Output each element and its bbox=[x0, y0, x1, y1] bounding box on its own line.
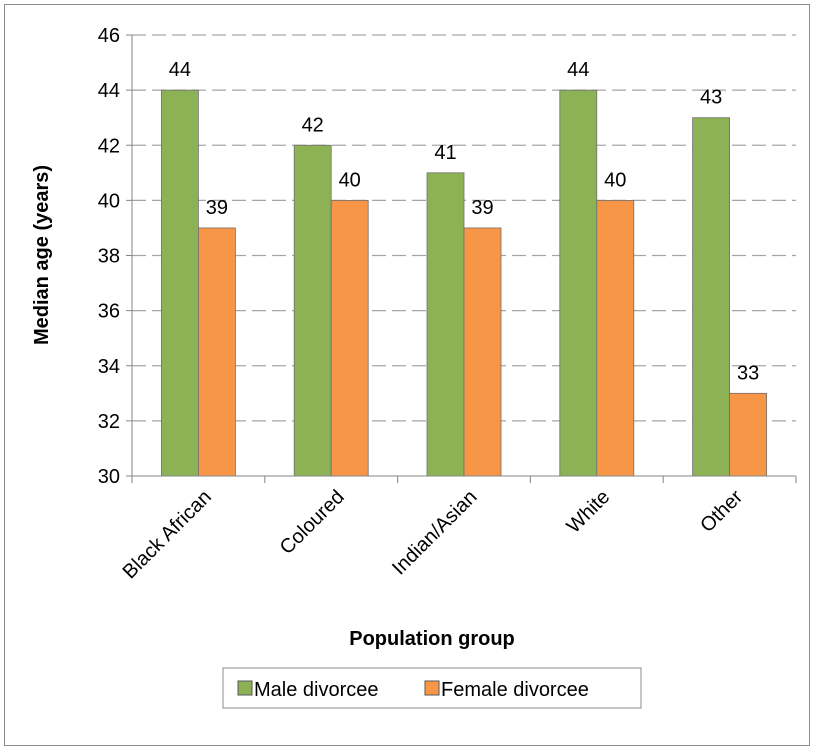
bar-male-divorcee-white bbox=[559, 89, 598, 477]
bar-male-divorcee-coloured bbox=[293, 144, 332, 477]
y-tick-label-40: 40 bbox=[98, 190, 120, 212]
data-label-male-divorcee-white: 44 bbox=[567, 59, 589, 81]
bar-female-divorcee-other bbox=[729, 392, 767, 477]
data-label-female-divorcee-other: 33 bbox=[737, 362, 759, 384]
data-label-male-divorcee-coloured: 42 bbox=[302, 114, 324, 136]
y-tick-label-46: 46 bbox=[98, 25, 120, 47]
data-labels: 44 39 42 40 41 39 44 40 43 33 bbox=[169, 59, 759, 384]
bar-male-divorcee-other bbox=[692, 117, 730, 477]
bars bbox=[160, 89, 767, 477]
legend-swatch-female-divorcee bbox=[424, 680, 440, 696]
x-tick-label-black-african: Black African bbox=[119, 486, 216, 583]
legend: Male divorcee Female divorcee bbox=[222, 667, 642, 709]
data-label-male-divorcee-indian-asian: 41 bbox=[434, 142, 456, 164]
legend-label-male-divorcee: Male divorcee bbox=[254, 679, 379, 701]
data-label-female-divorcee-black-african: 39 bbox=[206, 197, 228, 219]
x-tick-label-indian-asian: Indian/Asian bbox=[388, 486, 481, 579]
y-tick-label-38: 38 bbox=[98, 246, 120, 268]
x-tick-label-coloured: Coloured bbox=[276, 486, 349, 559]
data-label-female-divorcee-coloured: 40 bbox=[339, 169, 361, 191]
x-tick-label-white: White bbox=[563, 486, 615, 538]
bar-male-divorcee-indian-asian bbox=[426, 172, 465, 477]
y-tick-label-32: 32 bbox=[98, 411, 120, 433]
y-tick-label-30: 30 bbox=[98, 466, 120, 488]
data-label-female-divorcee-white: 40 bbox=[604, 169, 626, 191]
y-axis-title: Median age (years) bbox=[31, 165, 53, 345]
x-axis-title: Population group bbox=[349, 628, 515, 650]
bar-female-divorcee-indian-asian bbox=[463, 227, 502, 477]
bar-female-divorcee-white bbox=[596, 199, 635, 477]
legend-label-female-divorcee: Female divorcee bbox=[441, 679, 589, 701]
y-tick-label-44: 44 bbox=[98, 80, 120, 102]
legend-swatch-male-divorcee bbox=[237, 680, 253, 696]
bar-male-divorcee-black-african bbox=[160, 89, 199, 477]
chart-frame bbox=[4, 4, 810, 746]
bar-female-divorcee-coloured bbox=[330, 199, 369, 477]
y-tick-label-42: 42 bbox=[98, 135, 120, 157]
data-label-male-divorcee-other: 43 bbox=[700, 87, 722, 109]
bar-female-divorcee-black-african bbox=[197, 227, 236, 477]
data-label-female-divorcee-indian-asian: 39 bbox=[471, 197, 493, 219]
y-tick-label-36: 36 bbox=[98, 301, 120, 323]
x-tick-label-other: Other bbox=[696, 486, 747, 537]
y-tick-label-34: 34 bbox=[98, 356, 120, 378]
data-label-male-divorcee-black-african: 44 bbox=[169, 59, 191, 81]
